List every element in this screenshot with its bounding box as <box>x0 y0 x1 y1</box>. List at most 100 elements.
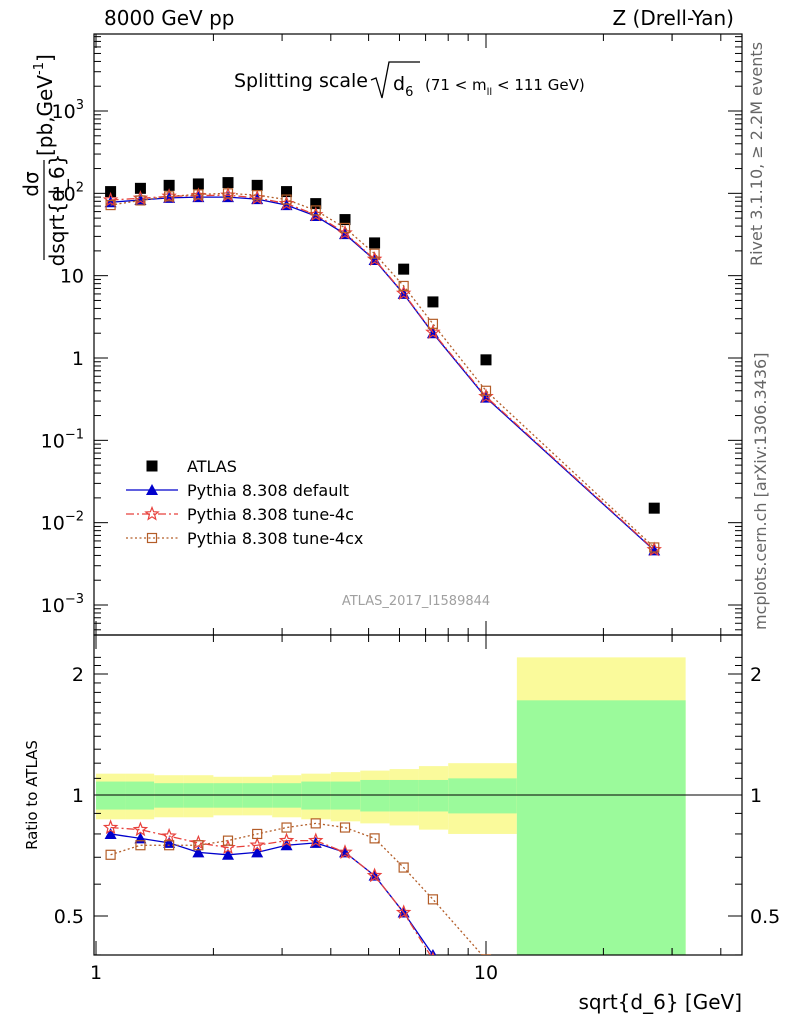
ratio-point-tune4cx-1 <box>135 840 146 851</box>
point-data-3 <box>192 178 204 190</box>
point-tune4c-0 <box>102 191 119 207</box>
ratio-point-tune4c-0 <box>102 819 119 835</box>
ratio-point-tune4cx-10 <box>398 862 409 873</box>
x-tick-label: 10 <box>474 962 498 984</box>
ratio-y-tick-label: 2 <box>72 664 84 686</box>
point-tune4c-11 <box>425 324 441 339</box>
x-tick-label: 1 <box>90 962 102 984</box>
band-inner-8 <box>330 781 361 810</box>
band-inner-0 <box>96 781 126 810</box>
point-tune4cx-3 <box>193 189 204 200</box>
sqrt-sign <box>370 61 420 99</box>
ratio-point-tune4c-12 <box>480 999 492 1011</box>
ratio-series-group <box>102 818 660 1024</box>
ratio-point-tune4cx-2 <box>164 840 175 851</box>
point-tune4cx-7 <box>310 205 321 216</box>
point-data-5 <box>251 179 263 191</box>
point-tune4cx-2 <box>164 191 175 202</box>
ratio-point-default-0 <box>104 827 117 839</box>
ratio-point-default-3 <box>192 846 205 858</box>
point-data-7 <box>310 198 322 210</box>
ratio-point-tune4c-5 <box>249 837 266 852</box>
point-tune4cx-0 <box>105 199 116 211</box>
ratio-point-tune4c-13 <box>648 1017 660 1024</box>
point-data-11 <box>427 296 439 308</box>
ratio-point-tune4c-1 <box>132 821 149 837</box>
ratio-point-tune4cx-3 <box>193 840 204 851</box>
band-inner-9 <box>360 779 390 812</box>
ratio-point-default-5 <box>251 846 264 858</box>
ratio-point-tune4c-6 <box>278 832 295 848</box>
point-data-12 <box>480 354 492 366</box>
point-tune4cx-9 <box>369 248 380 259</box>
ratio-point-tune4cx-5 <box>252 828 263 840</box>
band-inner-7 <box>301 781 331 810</box>
ratio-line-tune4c <box>110 826 431 955</box>
series-line-tune4c <box>110 194 655 551</box>
point-tune4cx-12 <box>480 385 492 396</box>
band-inner-13 <box>516 700 686 955</box>
header-left: 8000 GeV pp <box>104 6 235 30</box>
legend-label-tune4c: Pythia 8.308 tune-4c <box>187 505 354 524</box>
plot-title-var: d6 <box>393 73 413 100</box>
band-inner-1 <box>125 781 155 810</box>
point-tune4cx-8 <box>339 222 351 234</box>
legend-label-data: ATLAS <box>187 457 237 476</box>
point-tune4c-10 <box>395 285 412 300</box>
ratio-y-tick-label-right: 1 <box>750 785 762 807</box>
y-tick-label: 10−2 <box>41 510 84 535</box>
ratio-point-tune4cx-9 <box>369 833 380 844</box>
ratio-y-tick-label-right: 2 <box>750 664 762 686</box>
plot-title: Splitting scale <box>234 70 368 92</box>
series-group <box>102 177 662 1024</box>
point-tune4cx-4 <box>222 188 234 199</box>
point-data-9 <box>369 237 381 249</box>
ratio-point-tune4c-2 <box>161 827 177 843</box>
point-tune4cx-13 <box>649 542 660 553</box>
legend-label-default: Pythia 8.308 default <box>187 481 349 500</box>
ratio-point-tune4c-10 <box>395 904 412 920</box>
y-tick-label: 10−3 <box>41 592 84 617</box>
ratio-y-tick-label-right: 0.5 <box>750 906 780 928</box>
y-tick-label: 1 <box>72 348 84 370</box>
ratio-point-default-4 <box>221 848 234 860</box>
band-inner-10 <box>389 779 419 812</box>
ratio-point-default-12 <box>480 993 492 1004</box>
ratio-point-tune4cx-6 <box>281 822 292 833</box>
ratio-point-tune4cx-11 <box>427 894 439 905</box>
ratio-point-tune4cx-4 <box>222 835 234 846</box>
ratio-point-tune4cx-7 <box>310 818 321 829</box>
legend-marker-default <box>146 484 158 495</box>
plot-title-range: (71 < mll < 111 GeV) <box>425 76 585 98</box>
point-tune4cx-10 <box>398 280 409 292</box>
ratio-point-tune4c-8 <box>337 844 353 859</box>
point-data-13 <box>648 502 660 514</box>
point-data-0 <box>105 186 117 198</box>
band-inner-11 <box>418 779 449 812</box>
x-axis-title: sqrt{d_6} [GeV] <box>579 990 743 1014</box>
legend-marker-data <box>146 460 158 472</box>
point-tune4cx-6 <box>281 194 292 205</box>
band-inner-12 <box>448 778 517 814</box>
point-tune4cx-1 <box>135 195 146 206</box>
y-title-denominator: dsqrt{d_6} <box>45 154 69 267</box>
main-y-axis-title: dσ dsqrt{d_6}[pb,GeV-1] <box>19 54 69 266</box>
ratio-point-tune4c-7 <box>308 832 324 848</box>
legend: ATLAS Pythia 8.308 default Pythia 8.308 tu… <box>126 457 363 548</box>
ratio-y-tick-label: 1 <box>72 785 84 807</box>
ratio-point-tune4c-9 <box>366 867 383 883</box>
point-data-8 <box>339 214 351 226</box>
ratio-point-tune4cx-12 <box>480 954 492 955</box>
main-grid-group <box>93 33 743 956</box>
ratio-point-tune4cx-0 <box>105 849 116 860</box>
watermark-label: ATLAS_2017_I1589844 <box>342 594 490 609</box>
point-data-4 <box>222 177 234 189</box>
ratio-band-group <box>94 657 742 955</box>
point-data-1 <box>134 182 146 194</box>
point-data-10 <box>398 263 410 275</box>
y-tick-label: 10 <box>60 266 84 288</box>
ratio-y-axis-title: Ratio to ATLAS <box>23 740 41 850</box>
legend-marker-tune4cx <box>146 532 158 544</box>
